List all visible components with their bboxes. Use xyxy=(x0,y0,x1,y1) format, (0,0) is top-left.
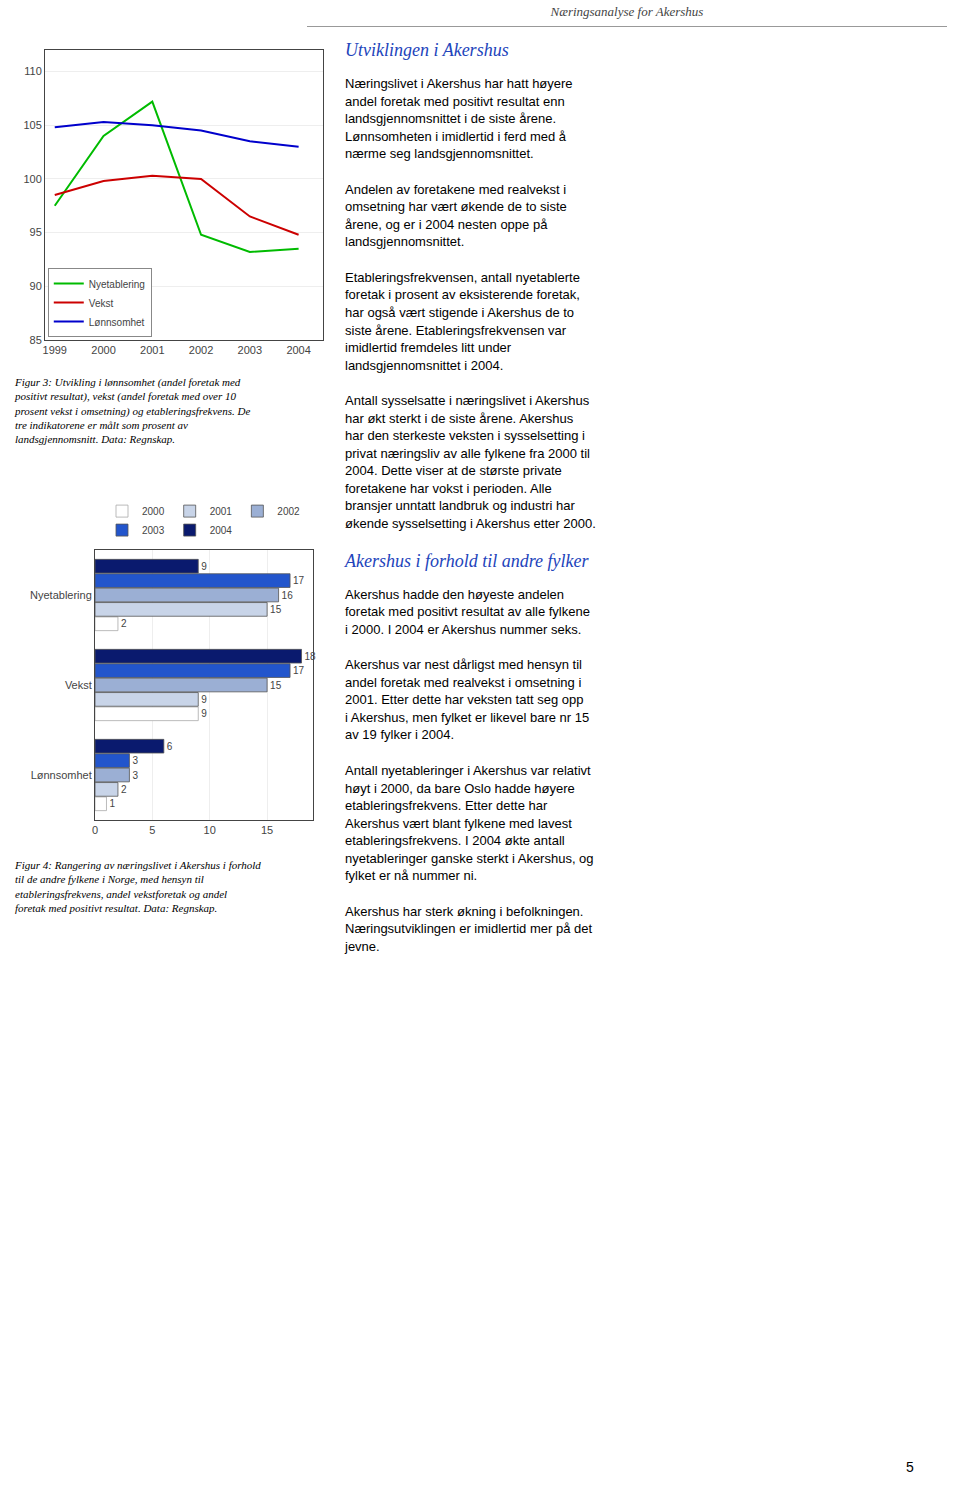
svg-text:105: 105 xyxy=(23,119,41,131)
svg-text:Vekst: Vekst xyxy=(65,679,92,691)
html-text:Figur 4: Rangering av næringsl: Figur 4: Rangering av næringslivet i Ake… xyxy=(15,859,261,914)
html-text:Antall nyetableringer i Akersh: Antall nyetableringer i Akershus var rel… xyxy=(345,763,594,884)
svg-text:95: 95 xyxy=(30,226,42,238)
svg-text:2001: 2001 xyxy=(140,344,164,356)
svg-text:0: 0 xyxy=(92,824,98,836)
svg-text:Lønnsomhet: Lønnsomhet xyxy=(31,769,92,781)
svg-text:15: 15 xyxy=(270,680,282,691)
svg-text:2003: 2003 xyxy=(238,344,262,356)
svg-text:2000: 2000 xyxy=(142,506,165,517)
html-text:5: 5 xyxy=(906,1459,914,1475)
svg-text:16: 16 xyxy=(282,590,294,601)
html-text:Næringslivet i Akershus har ha: Næringslivet i Akershus har hatt høyere … xyxy=(345,76,573,162)
svg-text:Lønnsomhet: Lønnsomhet xyxy=(89,317,145,328)
svg-text:2: 2 xyxy=(121,784,127,795)
svg-text:2000: 2000 xyxy=(91,344,115,356)
svg-text:10: 10 xyxy=(204,824,216,836)
html-text:Akershus i forhold til andre f: Akershus i forhold til andre fylker xyxy=(345,550,589,571)
html-text:Figur 3: Utvikling i lønnsomhe: Figur 3: Utvikling i lønnsomhet (andel f… xyxy=(15,376,251,446)
svg-text:2002: 2002 xyxy=(189,344,213,356)
svg-text:90: 90 xyxy=(30,280,42,292)
html-text:Akershus hadde den høyeste and: Akershus hadde den høyeste andelen foret… xyxy=(345,586,590,637)
svg-text:Nyetablering: Nyetablering xyxy=(89,279,145,290)
svg-text:1: 1 xyxy=(109,798,115,809)
svg-text:17: 17 xyxy=(293,575,305,586)
html-text:Akershus har sterk økning i be: Akershus har sterk økning i befolkningen… xyxy=(345,903,593,954)
svg-text:9: 9 xyxy=(201,708,207,719)
svg-text:3: 3 xyxy=(132,755,138,766)
svg-text:2004: 2004 xyxy=(210,525,233,536)
html-text:Etableringsfrekvensen, antall: Etableringsfrekvensen, antall nyetablert… xyxy=(345,269,580,373)
svg-text:2001: 2001 xyxy=(210,506,233,517)
svg-text:9: 9 xyxy=(201,561,207,572)
html-text:Næringsanalyse for Akershus: Næringsanalyse for Akershus xyxy=(550,4,704,19)
svg-text:Nyetablering: Nyetablering xyxy=(30,589,92,601)
svg-text:6: 6 xyxy=(167,741,173,752)
html-text:Akershus var nest dårligst med: Akershus var nest dårligst med hensyn ti… xyxy=(345,657,590,743)
svg-text:2002: 2002 xyxy=(277,506,300,517)
svg-text:2: 2 xyxy=(121,618,127,629)
svg-text:3: 3 xyxy=(132,770,138,781)
svg-text:2004: 2004 xyxy=(286,344,310,356)
svg-text:5: 5 xyxy=(149,824,155,836)
svg-text:15: 15 xyxy=(261,824,273,836)
svg-text:9: 9 xyxy=(201,694,207,705)
svg-text:17: 17 xyxy=(293,665,305,676)
svg-text:110: 110 xyxy=(24,65,42,77)
html-text:Antall sysselsatte i næringsli: Antall sysselsatte i næringslivet i Aker… xyxy=(345,393,596,531)
html-text:Utviklingen i Akershus: Utviklingen i Akershus xyxy=(345,40,509,60)
svg-text:18: 18 xyxy=(305,651,317,662)
svg-text:Vekst: Vekst xyxy=(89,298,114,309)
svg-text:15: 15 xyxy=(270,604,282,615)
html-text:Andelen av foretakene med real: Andelen av foretakene med realvekst i om… xyxy=(345,181,567,250)
svg-text:2003: 2003 xyxy=(142,525,165,536)
svg-text:100: 100 xyxy=(23,173,41,185)
svg-text:1999: 1999 xyxy=(43,344,67,356)
svg-text:85: 85 xyxy=(30,334,42,346)
